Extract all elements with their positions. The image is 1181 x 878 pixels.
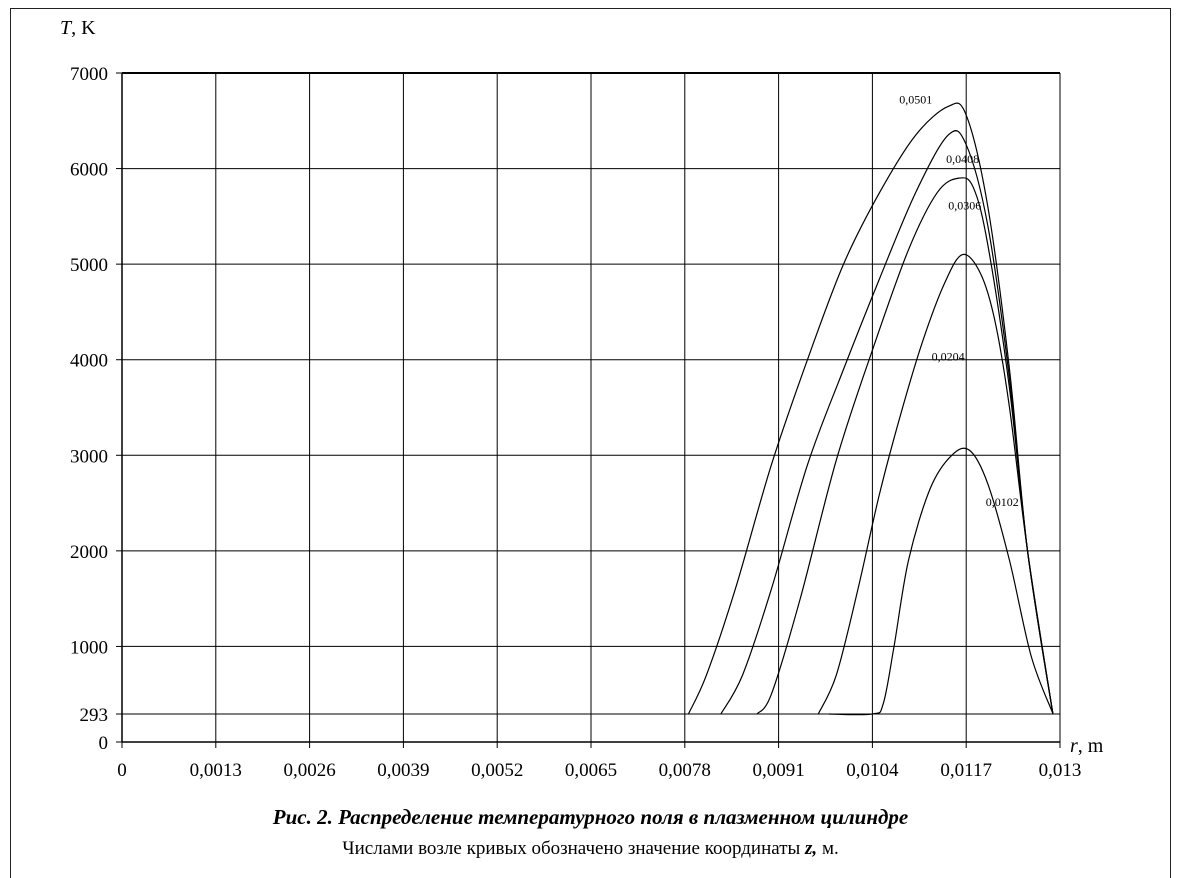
curve-z-0-0501 bbox=[687, 102, 1054, 715]
x-tick-label: 0 bbox=[117, 760, 127, 781]
curve-label-0-0501: 0,0501 bbox=[899, 93, 932, 107]
x-tick-label: 0,0013 bbox=[190, 760, 242, 781]
curve-label-0-0102: 0,0102 bbox=[986, 495, 1019, 509]
curve-labels: 0,0501 0,0408 0,0306 0,0204 0,0102 bbox=[899, 93, 1019, 509]
curve-label-0-0204: 0,0204 bbox=[932, 350, 965, 364]
caption-note-text: Числами возле кривых обозначено значение… bbox=[342, 838, 806, 859]
caption-note-variable: z, bbox=[805, 838, 818, 859]
y-tick-labels: 0 293 1000 2000 3000 4000 5000 6000 7000 bbox=[70, 64, 108, 754]
x-tick-label: 0,0052 bbox=[471, 760, 523, 781]
curve-z-0-0408 bbox=[720, 130, 1054, 715]
y-tick-label: 3000 bbox=[70, 446, 108, 467]
x-tick-label: 0,0039 bbox=[377, 760, 429, 781]
y-axis-title: T, K bbox=[60, 17, 96, 39]
curve-z-0-0204 bbox=[817, 253, 1054, 715]
figure-caption-title: Рис. 2. Распределение температурного пол… bbox=[272, 805, 909, 829]
y-tick-label: 1000 bbox=[70, 637, 108, 658]
x-axis-symbol: r bbox=[1070, 735, 1078, 757]
x-tick-label: 0,0065 bbox=[565, 760, 617, 781]
y-tick-label: 7000 bbox=[70, 64, 108, 85]
x-axis-unit: , m bbox=[1078, 735, 1104, 757]
x-tick-label: 0,0091 bbox=[752, 760, 804, 781]
y-axis-unit: , K bbox=[71, 17, 96, 39]
y-tick-label: 6000 bbox=[70, 160, 108, 181]
x-tick-label: 0,0117 bbox=[940, 760, 992, 781]
y-tick-label: 4000 bbox=[70, 351, 108, 372]
axes bbox=[116, 72, 1061, 748]
grid bbox=[122, 72, 1061, 742]
curve-label-0-0408: 0,0408 bbox=[946, 152, 979, 166]
x-tick-labels: 0 0,0013 0,0026 0,0039 0,0052 0,0065 0,0078 0,0… bbox=[117, 760, 1081, 781]
y-tick-label: 5000 bbox=[70, 255, 108, 276]
y-tick-label: 293 bbox=[80, 705, 109, 726]
caption-note-unit: м. bbox=[817, 838, 839, 859]
y-tick-label: 2000 bbox=[70, 542, 108, 563]
curve-label-0-0306: 0,0306 bbox=[948, 199, 981, 213]
temperature-curves bbox=[687, 102, 1054, 716]
x-tick-label: 0,0104 bbox=[846, 760, 899, 781]
figure-caption-note: Числами возле кривых обозначено значение… bbox=[0, 838, 1181, 860]
temperature-chart: 0 0,0013 0,0026 0,0039 0,0052 0,0065 0,0078 0,0… bbox=[60, 17, 1104, 781]
y-tick-label: 0 bbox=[99, 733, 109, 754]
curve-z-0-0102 bbox=[829, 447, 1054, 716]
figure-frame bbox=[10, 8, 1171, 878]
x-axis-title: r, m bbox=[1070, 735, 1104, 757]
x-tick-label: 0,0026 bbox=[283, 760, 335, 781]
x-tick-label: 0,0078 bbox=[659, 760, 711, 781]
curve-z-0-0306 bbox=[756, 177, 1054, 715]
x-tick-label: 0,013 bbox=[1039, 760, 1082, 781]
y-axis-symbol: T bbox=[60, 17, 73, 39]
